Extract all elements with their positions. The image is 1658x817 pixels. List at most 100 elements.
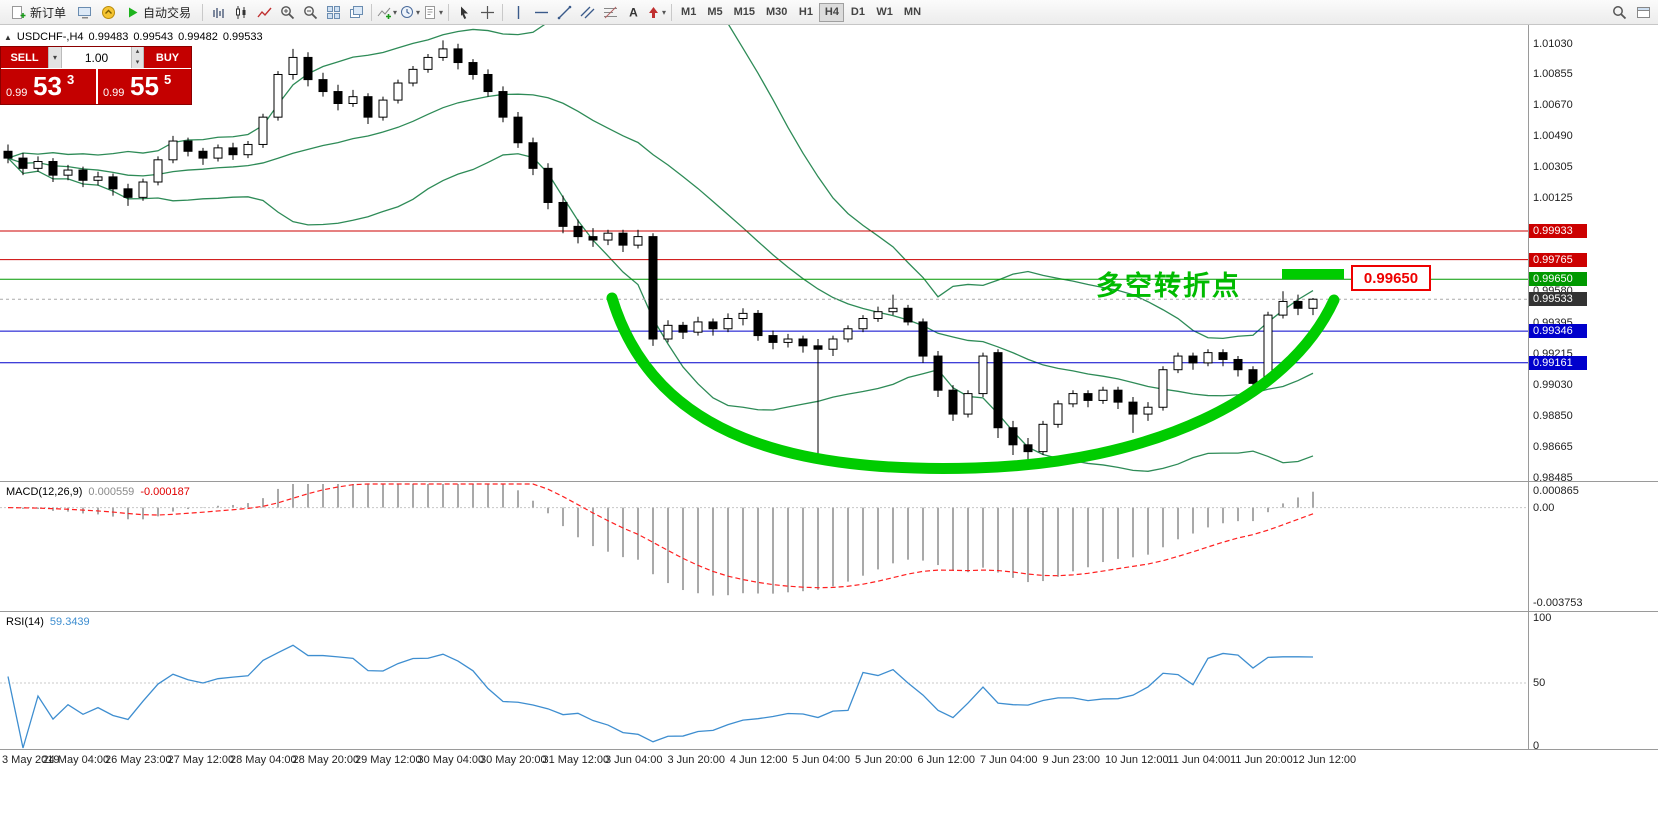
panel-separator[interactable] <box>0 611 1658 612</box>
one-click-trading-panel: SELL ▾ 1.00 ▴ ▾ BUY 0.99 53 3 0.99 55 5 <box>0 46 192 105</box>
zoom-in-icon[interactable] <box>276 2 298 23</box>
buy-button[interactable]: BUY <box>144 47 191 68</box>
candle-body <box>1038 423 1048 453</box>
community-icon[interactable] <box>97 2 119 23</box>
text-tool-icon[interactable]: A <box>622 2 644 23</box>
candle-body <box>378 99 388 118</box>
x-axis-label: 3 May 2019 <box>2 754 60 766</box>
candle-body <box>588 236 598 241</box>
candle-body <box>753 312 763 337</box>
chart-window-icon[interactable] <box>74 2 96 23</box>
candle-body <box>573 225 583 238</box>
ohlc-close: 0.99533 <box>222 31 263 43</box>
rsi-scale-label: 100 <box>1533 612 1552 624</box>
candle-body <box>363 96 373 118</box>
candle-body <box>693 321 703 333</box>
one-click-expander-icon[interactable]: ▲ <box>4 33 12 42</box>
x-axis-label: 3 Jun 04:00 <box>605 754 663 766</box>
candle-body <box>813 345 823 350</box>
turning-point-annotation[interactable]: 多空转折点 <box>1096 271 1241 301</box>
timeframe-w1-button[interactable]: W1 <box>871 3 898 22</box>
equidistant-channel-icon[interactable] <box>576 2 598 23</box>
fibonacci-icon[interactable] <box>599 2 621 23</box>
trendline-icon[interactable] <box>553 2 575 23</box>
candle-body <box>738 312 748 320</box>
zoom-out-icon[interactable] <box>299 2 321 23</box>
line-chart-icon[interactable] <box>253 2 275 23</box>
periods-icon[interactable]: ▾ <box>399 2 421 23</box>
rsi-value: 59.3439 <box>49 616 90 628</box>
candle-body <box>258 116 268 145</box>
volume-down-button[interactable]: ▾ <box>135 58 140 66</box>
cascade-windows-icon[interactable] <box>345 2 367 23</box>
horizontal-line-icon[interactable] <box>530 2 552 23</box>
candle-body <box>843 328 853 340</box>
candle-body <box>273 73 283 118</box>
bid-prefix: 0.99 <box>6 87 28 99</box>
candle-body <box>948 389 958 415</box>
volume-input[interactable]: 1.00 <box>62 47 131 68</box>
svg-text:A: A <box>629 5 638 19</box>
add-indicator-icon[interactable]: ▾ <box>376 2 398 23</box>
new-order-button[interactable]: 新订单 <box>4 2 73 23</box>
timeframe-h1-button[interactable]: H1 <box>793 3 818 22</box>
candle-body <box>1188 355 1198 364</box>
x-axis-label: 11 Jun 20:00 <box>1230 754 1293 766</box>
candle-body <box>1308 298 1318 309</box>
timeframe-m15-button[interactable]: M15 <box>729 3 760 22</box>
autotrading-button[interactable]: 自动交易 <box>120 2 198 23</box>
sell-price-button[interactable]: 0.99 53 3 <box>1 69 96 104</box>
vertical-line-icon[interactable] <box>507 2 529 23</box>
tile-windows-icon[interactable] <box>322 2 344 23</box>
volume-up-button[interactable]: ▴ <box>135 48 140 55</box>
candle-body <box>288 56 298 75</box>
panel-separator[interactable] <box>0 481 1658 482</box>
price-tick-label: 1.00670 <box>1533 99 1573 112</box>
price-tick-label: 1.00305 <box>1533 161 1573 174</box>
candle-body <box>783 338 793 343</box>
ask-prefix: 0.99 <box>103 87 125 99</box>
template-icon[interactable]: ▾ <box>422 2 444 23</box>
volume-dropdown[interactable]: ▾ <box>48 47 62 68</box>
bar-chart-icon[interactable] <box>207 2 229 23</box>
toolbar-separator <box>448 3 450 21</box>
candle-body <box>993 352 1003 429</box>
level-price-tag[interactable]: 0.99650 <box>1351 265 1431 291</box>
candle-body <box>798 338 808 347</box>
timeframe-d1-button[interactable]: D1 <box>845 3 870 22</box>
x-axis-label: 30 May 20:00 <box>480 754 547 766</box>
ask-pip-digit: 5 <box>164 72 172 87</box>
candle-body <box>1113 389 1123 403</box>
buy-price-button[interactable]: 0.99 55 5 <box>96 69 191 104</box>
arrows-tool-icon[interactable]: ▾ <box>645 2 667 23</box>
timeframe-m1-button[interactable]: M1 <box>676 3 701 22</box>
cursor-icon[interactable] <box>453 2 475 23</box>
x-axis-label: 27 May 12:00 <box>167 754 235 766</box>
timeframe-m5-button[interactable]: M5 <box>702 3 727 22</box>
candle-body <box>1158 369 1168 408</box>
candle-body <box>123 188 133 198</box>
timeframe-m30-button[interactable]: M30 <box>761 3 792 22</box>
candle-body <box>1023 444 1033 453</box>
crosshair-icon[interactable] <box>476 2 498 23</box>
search-icon[interactable] <box>1608 2 1630 23</box>
candle-body <box>393 82 403 101</box>
toolbar-separator <box>371 3 373 21</box>
candle-body <box>1278 300 1288 316</box>
candle-body <box>1098 389 1108 401</box>
toolbar-separator <box>502 3 504 21</box>
macd-signal-value: -0.000187 <box>140 486 190 498</box>
panels-icon[interactable] <box>1632 2 1654 23</box>
timeframe-mn-button[interactable]: MN <box>899 3 926 22</box>
candle-body <box>888 307 898 313</box>
candle-body <box>633 236 643 246</box>
x-axis-label: 12 Jun 12:00 <box>1292 754 1357 766</box>
x-axis-label: 5 Jun 20:00 <box>855 754 913 766</box>
candlestick-chart-icon[interactable] <box>230 2 252 23</box>
timeframe-h4-button[interactable]: H4 <box>819 2 845 22</box>
ohlc-high: 0.99543 <box>133 31 174 43</box>
turning-point-arc <box>606 292 1340 474</box>
x-axis-label: 29 May 12:00 <box>355 754 422 766</box>
sell-button[interactable]: SELL <box>1 47 48 68</box>
candle-body <box>543 167 553 203</box>
